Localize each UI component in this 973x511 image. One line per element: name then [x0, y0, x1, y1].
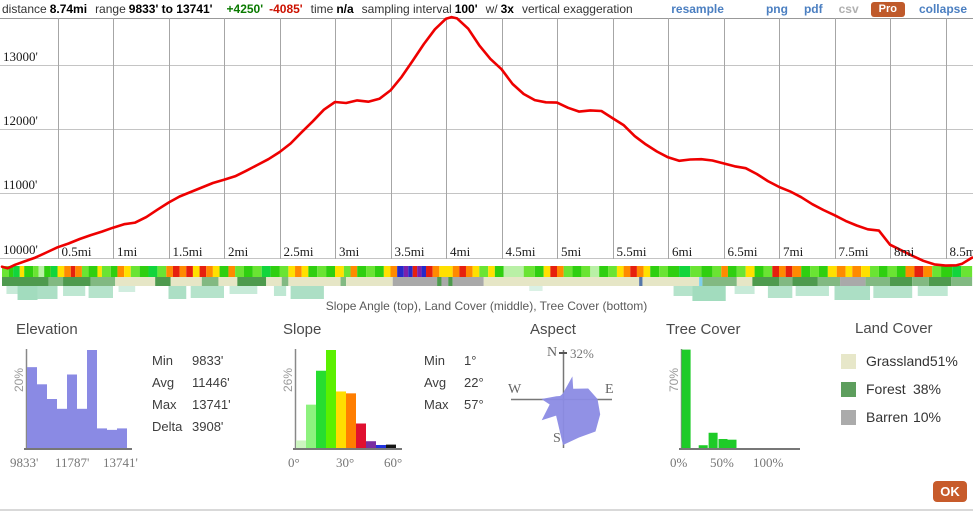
legend-swatch	[841, 410, 856, 425]
distance-value: 8.74mi	[50, 2, 87, 16]
x-tick-label: 8.5mi	[950, 244, 973, 260]
hist-x-label: 50%	[710, 455, 734, 471]
elevation-axis-max-label: 20%	[12, 368, 26, 392]
ok-button[interactable]: OK	[933, 481, 967, 502]
compass-north-label: N	[547, 345, 557, 361]
x-tick-label: 7mi	[783, 244, 803, 260]
sampling-interval-value: 100'	[455, 2, 478, 16]
legend-swatch	[841, 354, 856, 369]
tree-cover-panel-title: Tree Cover	[666, 321, 740, 338]
x-tick-label: 3mi	[339, 244, 359, 260]
elevation-gain-value: +4250'	[227, 2, 264, 16]
tree-axis-max-label: 70%	[667, 368, 681, 392]
x-tick-label: 6.5mi	[728, 244, 758, 260]
x-tick-label: 4mi	[450, 244, 470, 260]
profile-header: distance 8.74mi range 9833' to 13741' +4…	[0, 0, 973, 18]
aspect-panel-title: Aspect	[530, 321, 576, 338]
y-tick-label: 11000'	[3, 177, 37, 193]
hist-x-label: 11787'	[55, 455, 89, 471]
range-label: range	[95, 2, 126, 16]
y-tick-label: 10000'	[3, 242, 38, 258]
x-tick-label: 7.5mi	[839, 244, 869, 260]
compass-east-label: E	[605, 382, 614, 398]
x-tick-label: 8mi	[894, 244, 914, 260]
x-tick-label: 2mi	[228, 244, 248, 260]
strip-caption: Slope Angle (top), Land Cover (middle), …	[0, 299, 973, 313]
x-tick-label: 6mi	[672, 244, 692, 260]
csv-export-link-disabled: csv	[839, 2, 859, 16]
elevation-panel-title: Elevation	[16, 321, 78, 338]
slope-panel-title: Slope	[283, 321, 321, 338]
header-links: resample png pdf csv Pro collapse	[671, 2, 973, 17]
hist-x-label: 0%	[670, 455, 687, 471]
hist-x-label: 0°	[288, 455, 300, 471]
sampling-interval-label: sampling interval	[362, 2, 452, 16]
y-tick-label: 13000'	[3, 49, 38, 65]
slope-axis-max-label: 26%	[281, 368, 295, 392]
x-tick-label: 2.5mi	[284, 244, 314, 260]
legend-swatch	[841, 382, 856, 397]
elevation-loss-value: -4085'	[269, 2, 303, 16]
exaggeration-value: 3x	[501, 2, 514, 16]
time-label: time	[311, 2, 334, 16]
pdf-export-link[interactable]: pdf	[804, 2, 823, 16]
x-tick-label: 4.5mi	[506, 244, 536, 260]
aspect-scale-label: 32%	[570, 346, 594, 362]
x-tick-label: 3.5mi	[395, 244, 425, 260]
hist-x-label: 9833'	[10, 455, 38, 471]
range-value: 9833' to 13741'	[129, 2, 213, 16]
hist-x-label: 13741'	[103, 455, 138, 471]
pro-badge[interactable]: Pro	[871, 2, 905, 17]
y-tick-label: 12000'	[3, 113, 38, 129]
hist-x-label: 60°	[384, 455, 402, 471]
land-cover-title: Land Cover	[855, 320, 941, 337]
hist-x-label: 30°	[336, 455, 354, 471]
collapse-link[interactable]: collapse	[919, 2, 967, 16]
hist-x-label: 100%	[753, 455, 783, 471]
compass-west-label: W	[508, 382, 521, 398]
with-label: w/	[486, 2, 498, 16]
x-tick-label: 5.5mi	[617, 244, 647, 260]
x-tick-label: 5mi	[561, 244, 581, 260]
time-value: n/a	[336, 2, 353, 16]
resample-link[interactable]: resample	[671, 2, 724, 16]
png-export-link[interactable]: png	[766, 2, 788, 16]
x-tick-label: 1.5mi	[173, 244, 203, 260]
distance-label: distance	[2, 2, 47, 16]
compass-south-label: S	[553, 431, 561, 447]
x-tick-label: 1mi	[117, 244, 137, 260]
exaggeration-label: vertical exaggeration	[522, 2, 633, 16]
x-tick-label: 0.5mi	[62, 244, 92, 260]
